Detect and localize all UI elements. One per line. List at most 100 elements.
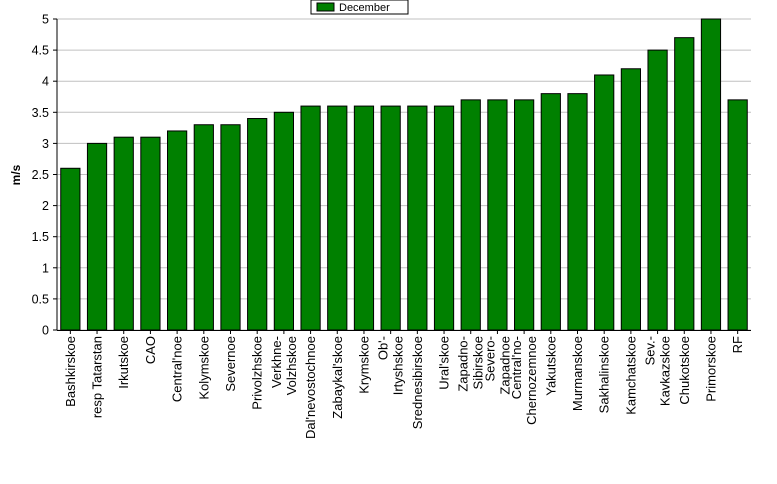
- x-tick-label-line: Bashkirskoe: [63, 336, 78, 407]
- y-tick-label: 4.5: [32, 44, 49, 58]
- y-tick-label: 1: [42, 261, 49, 275]
- x-tick-label-line: Ural'skoe: [437, 336, 452, 390]
- x-tick-label-line: Verkhne-: [269, 336, 284, 388]
- x-tick-label: RF: [730, 336, 745, 353]
- x-tick-label: Privolzhskoe: [250, 336, 265, 410]
- x-tick-label: Srednesibirskoe: [410, 336, 425, 429]
- bar: [353, 105, 375, 331]
- x-tick-label-line: Central'noe: [170, 336, 185, 402]
- x-tick-label-line: Sakhalinskoe: [597, 336, 612, 413]
- x-tick-label: Murmanskoe: [570, 336, 585, 411]
- x-tick-label-line: CAO: [143, 336, 158, 364]
- y-tick-label: 2.5: [32, 168, 49, 182]
- legend-label: December: [339, 2, 390, 14]
- bar: [460, 99, 481, 331]
- x-tick-label-line: Dal'nevostochnoe: [303, 336, 318, 439]
- x-tick-label-line: Murmanskoe: [570, 336, 585, 411]
- bar: [433, 105, 455, 331]
- bar: [167, 130, 188, 331]
- x-tick-label-line: RF: [730, 336, 745, 353]
- x-tick-label-line: Central'no-: [509, 336, 524, 399]
- x-tick-label: Ural'skoe: [437, 336, 452, 390]
- legend-swatch: [316, 2, 335, 12]
- x-tick-label: Severnoe: [223, 336, 238, 392]
- y-tick-label: 3.5: [32, 106, 49, 120]
- bar: [273, 111, 294, 331]
- bar: [60, 167, 81, 331]
- x-tick-label-line: Srednesibirskoe: [410, 336, 425, 429]
- x-tick-label: Central'noe: [170, 336, 185, 402]
- bar: [700, 18, 722, 331]
- x-tick-label: Krymskoe: [356, 336, 371, 394]
- x-tick-label-line: Sev.-: [643, 336, 658, 365]
- x-tick-label-line: Kolymskoe: [196, 336, 211, 400]
- x-tick-label: Bashkirskoe: [63, 336, 78, 407]
- bar: [327, 105, 348, 331]
- x-tick-label: Sakhalinskoe: [597, 336, 612, 413]
- x-tick-label-line: Kamchatskoe: [623, 336, 638, 415]
- x-tick-label: Kamchatskoe: [623, 336, 638, 415]
- x-tick-label: Kolymskoe: [196, 336, 211, 400]
- x-tick-label-line: Ob'-: [376, 336, 391, 360]
- bar: [487, 99, 508, 331]
- x-tick-label: Zapadno- Sibirskoe: [456, 336, 486, 392]
- x-tick-label: Ob'- Irtyshskoe: [376, 336, 406, 395]
- x-tick-label: Chukotskoe: [677, 336, 692, 405]
- bar: [193, 124, 214, 331]
- bar: [727, 99, 748, 331]
- y-tick-label: 5: [42, 13, 49, 27]
- x-tick-label-line: Volzhskoe: [284, 336, 299, 395]
- x-tick-label-line: Severo-: [482, 336, 497, 382]
- bar: [567, 93, 588, 331]
- x-tick-label: Yakutskoe: [543, 336, 558, 396]
- bar: [620, 68, 642, 331]
- x-tick-label: Verkhne- Volzhskoe: [269, 336, 299, 395]
- x-tick-label-line: Chukotskoe: [677, 336, 692, 405]
- bar: [380, 105, 401, 331]
- x-tick-label-line: Privolzhskoe: [250, 336, 265, 410]
- y-tick-label: 1.5: [32, 230, 49, 244]
- x-tick-label: Primorskoe: [703, 336, 718, 402]
- bar: [220, 124, 241, 331]
- x-tick-label: Central'no- Chernozemnoe: [509, 336, 539, 425]
- x-tick-label: Severo- Zapadnoe: [482, 336, 512, 395]
- x-axis-labels: Bashkirskoe resp Tatarstan Irkutskoe CAO Cen…: [63, 336, 745, 439]
- y-tick-label: 0: [42, 324, 49, 338]
- gridlines: [57, 18, 751, 331]
- x-tick-label: CAO: [143, 336, 158, 364]
- bar: [647, 49, 668, 331]
- bar: [540, 93, 561, 331]
- x-tick-label-line: Kavkazskoe: [658, 336, 673, 406]
- y-tick-label: 2: [42, 199, 49, 213]
- y-axis-ticks: 0 0.5 1 1.5 2 2.5 3 3.5 4 4.5 5: [32, 13, 57, 338]
- x-tick-label-line: Yakutskoe: [543, 336, 558, 396]
- x-tick-label-line: Primorskoe: [703, 336, 718, 402]
- bar: [514, 99, 535, 331]
- bar: [140, 136, 161, 331]
- bar: [594, 74, 615, 331]
- x-tick-label-line: Zabaykal'skoe: [330, 336, 345, 419]
- legend-box: [310, 0, 409, 15]
- x-tick-label: Irkutskoe: [116, 336, 131, 389]
- axes: [56, 19, 751, 334]
- x-tick-label: Sev.- Kavkazskoe: [643, 336, 673, 406]
- bars: [60, 18, 748, 331]
- bar: [674, 37, 695, 331]
- bar: [247, 118, 268, 331]
- x-tick-label-line: Zapadnoe: [497, 336, 512, 395]
- bar: [300, 105, 321, 331]
- x-tick-label-line: Krymskoe: [356, 336, 371, 394]
- x-tick-label: Dal'nevostochnoe: [303, 336, 318, 439]
- x-tick-label-line: Chernozemnoe: [524, 336, 539, 425]
- bar: [113, 136, 134, 331]
- x-tick-label-line: Zapadno-: [456, 336, 471, 392]
- legend: December: [310, 0, 409, 15]
- x-tick-label-line: Irkutskoe: [116, 336, 131, 389]
- y-tick-label: 4: [42, 75, 49, 89]
- x-tick-label: resp Tatarstan: [90, 336, 105, 418]
- bar: [86, 142, 108, 331]
- x-tick-label: Zabaykal'skoe: [330, 336, 345, 419]
- bar: [407, 105, 428, 331]
